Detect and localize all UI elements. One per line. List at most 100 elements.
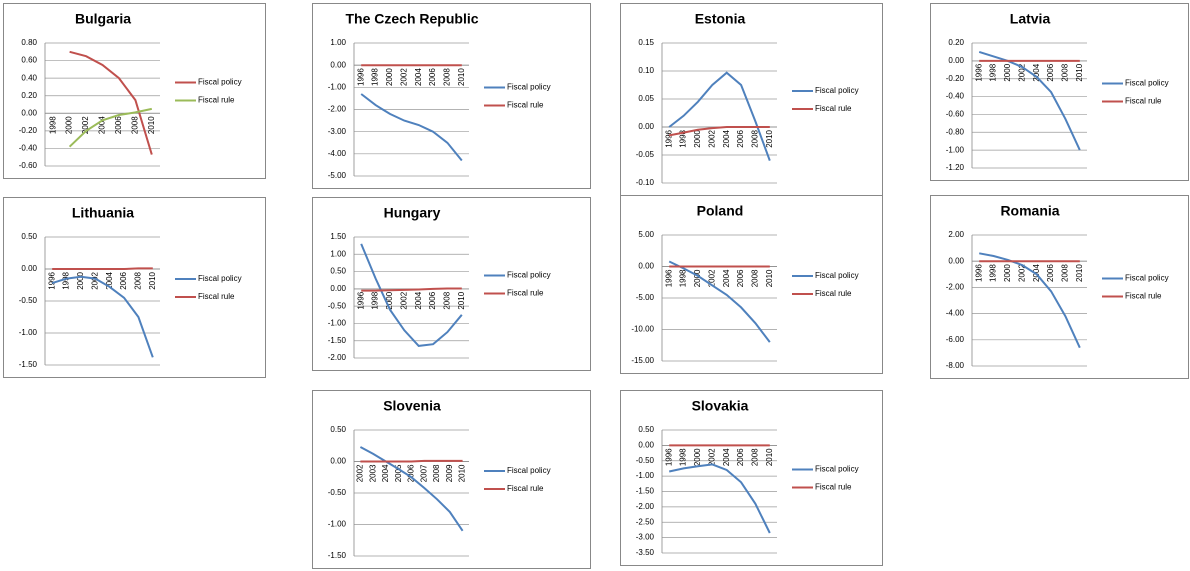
- y-tick-label: -1.00: [636, 471, 655, 480]
- y-tick-label: -0.20: [946, 74, 965, 83]
- y-tick-label: 2.00: [948, 230, 964, 239]
- x-tick-label: 2004: [414, 68, 423, 86]
- y-tick-label: -2.50: [636, 517, 655, 526]
- x-tick-label: 1996: [974, 264, 983, 282]
- legend-label: Fiscal rule: [815, 289, 852, 298]
- series-line: [979, 252, 1081, 349]
- x-tick-label: 2000: [1003, 264, 1012, 282]
- x-tick-label: 2006: [119, 271, 128, 289]
- x-tick-label: 2002: [399, 68, 408, 86]
- y-tick-label: 0.00: [948, 256, 964, 265]
- y-tick-label: -0.40: [946, 92, 965, 101]
- series-line: [978, 50, 1081, 151]
- legend-label: Fiscal policy: [507, 83, 551, 92]
- y-tick-label: -4.00: [328, 149, 347, 158]
- y-tick-label: 0.80: [21, 38, 37, 47]
- legend-label: Fiscal policy: [507, 271, 551, 280]
- x-tick-label: 2004: [722, 448, 731, 466]
- y-tick-label: -0.50: [328, 488, 347, 497]
- x-tick-label: 2004: [1032, 63, 1041, 81]
- y-tick-label: 0.00: [330, 60, 346, 69]
- x-tick-label: 2002: [1017, 63, 1026, 81]
- y-tick-label: -2.00: [946, 283, 965, 292]
- x-tick-label: 2000: [385, 291, 394, 309]
- x-tick-label: 2000: [76, 271, 85, 289]
- x-tick-label: 2008: [432, 464, 441, 482]
- y-tick-label: -0.20: [19, 126, 38, 135]
- x-tick-label: 2002: [399, 291, 408, 309]
- chart-frame: [3, 3, 266, 179]
- x-tick-label: 2004: [722, 269, 731, 287]
- y-tick-label: -1.20: [946, 163, 965, 172]
- legend-label: Fiscal rule: [507, 101, 544, 110]
- chart: Romania -8.00 -6.00 -4.00 -2.00 0.00 2.00 1996 1…: [930, 195, 1189, 379]
- x-tick-label: 2000: [385, 68, 394, 86]
- chart-frame: [312, 390, 591, 569]
- x-tick-label: 2010: [765, 129, 774, 147]
- x-tick-label: 2000: [65, 116, 74, 134]
- y-tick-label: 1.50: [330, 232, 346, 241]
- chart: Estonia -0.10 -0.05 0.00 0.05 0.10 0.15 1996 199…: [620, 3, 883, 196]
- chart-title: Poland: [697, 203, 744, 219]
- legend-label: Fiscal rule: [815, 483, 852, 492]
- chart-frame: [3, 197, 266, 378]
- y-tick-label: -0.50: [19, 296, 38, 305]
- y-tick-label: 0.00: [638, 262, 654, 271]
- chart-frame: [620, 3, 883, 196]
- chart-title: Slovakia: [692, 398, 749, 414]
- x-tick-label: 1998: [62, 271, 71, 289]
- y-tick-label: 0.00: [638, 440, 654, 449]
- legend-label: Fiscal rule: [507, 289, 544, 298]
- x-tick-label: 1996: [47, 271, 56, 289]
- chart-frame: [312, 3, 591, 189]
- chart-title: Hungary: [384, 205, 441, 221]
- y-tick-label: -1.00: [328, 82, 347, 91]
- y-tick-label: 0.00: [330, 284, 346, 293]
- x-tick-label: 1998: [371, 291, 380, 309]
- x-tick-label: 1998: [679, 129, 688, 147]
- chart: Bulgaria -0.60 -0.40 -0.20 0.00 0.20 0.40 0.60 0…: [3, 3, 266, 179]
- y-tick-label: 0.50: [638, 425, 654, 434]
- y-tick-label: 0.05: [638, 94, 654, 103]
- x-tick-label: 1998: [679, 269, 688, 287]
- y-tick-label: -1.00: [328, 520, 347, 529]
- chart-frame: [312, 197, 591, 371]
- x-tick-label: 1996: [356, 68, 365, 86]
- chart-title: Estonia: [695, 11, 746, 27]
- series-line: [361, 287, 462, 292]
- x-tick-label: 2010: [765, 448, 774, 466]
- x-tick-label: 2004: [98, 116, 107, 134]
- x-tick-label: 2010: [1075, 63, 1084, 81]
- y-tick-label: -0.50: [328, 301, 347, 310]
- y-tick-label: -4.00: [946, 309, 965, 318]
- x-tick-label: 1996: [974, 63, 983, 81]
- x-tick-label: 2000: [693, 129, 702, 147]
- legend-label: Fiscal policy: [198, 274, 242, 283]
- x-tick-label: 2006: [736, 448, 745, 466]
- y-tick-label: -0.80: [946, 127, 965, 136]
- y-tick-label: -0.60: [946, 110, 965, 119]
- x-tick-label: 2005: [394, 464, 403, 482]
- y-tick-label: 0.15: [638, 38, 654, 47]
- y-tick-label: 0.50: [330, 267, 346, 276]
- series-line: [668, 71, 771, 161]
- legend-label: Fiscal policy: [198, 78, 242, 87]
- x-tick-label: 2008: [1061, 264, 1070, 282]
- chart: The Czech Republic -5.00 -4.00 -3.00 -2.00 -1…: [312, 3, 591, 189]
- y-tick-label: -1.50: [19, 360, 38, 369]
- y-tick-label: 1.00: [330, 249, 346, 258]
- chart: Poland -15.00 -10.00 -5.00 0.00 5.00 1996 1998 2…: [620, 195, 883, 374]
- series-line: [669, 126, 770, 137]
- chart-title: Bulgaria: [75, 11, 131, 27]
- x-tick-label: 2002: [707, 269, 716, 287]
- y-tick-label: 0.00: [21, 264, 37, 273]
- x-tick-label: 2008: [751, 448, 760, 466]
- x-tick-label: 1996: [664, 448, 673, 466]
- y-tick-label: -2.00: [636, 502, 655, 511]
- y-tick-label: 0.20: [21, 91, 37, 100]
- x-tick-label: 1998: [48, 116, 57, 134]
- y-tick-label: -1.50: [328, 336, 347, 345]
- x-tick-label: 2000: [1003, 63, 1012, 81]
- y-tick-label: 0.00: [21, 108, 37, 117]
- y-tick-label: -0.50: [636, 456, 655, 465]
